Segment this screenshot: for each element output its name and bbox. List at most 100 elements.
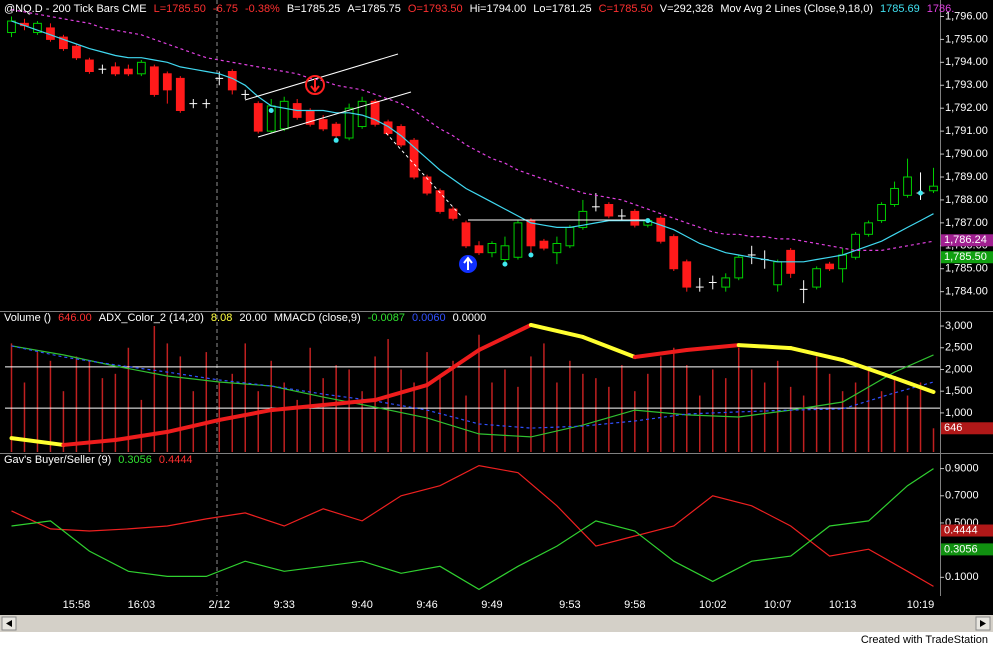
trend-line — [385, 132, 463, 218]
candle-body — [877, 204, 886, 222]
y-tick-label: 1,785.00 — [945, 263, 988, 275]
indicator-line — [11, 345, 934, 429]
candle-body — [929, 185, 938, 192]
x-tick-label: 2/12 — [209, 599, 230, 611]
y-tick-label: 3,000 — [945, 320, 973, 332]
y-tick-label: 1,500 — [945, 385, 973, 397]
footer: Created with TradeStation — [861, 634, 988, 646]
x-tick-label: 9:40 — [351, 599, 372, 611]
indicator-segment — [736, 343, 793, 351]
candle-body — [383, 121, 393, 134]
indicator-segment — [840, 358, 897, 381]
legend-text: 8.08 — [211, 312, 232, 324]
candle-body — [110, 66, 120, 75]
signal-dot — [528, 252, 534, 258]
legend-text: -0.0087 — [368, 312, 405, 324]
last-value-box — [941, 422, 993, 435]
legend-text: O=1793.50 — [408, 3, 463, 15]
sell-signal — [305, 75, 325, 95]
y-tick-label: 1,000 — [945, 407, 973, 419]
candle-body — [59, 36, 68, 50]
candle-body — [812, 268, 822, 288]
candle-body — [682, 261, 692, 288]
candle-body — [565, 226, 575, 247]
candle-body — [669, 236, 679, 270]
x-tick-label: 16:03 — [128, 599, 156, 611]
y-tick-label: 0.7000 — [945, 490, 979, 502]
drawing-tools — [244, 53, 650, 273]
candle-body — [513, 222, 523, 258]
legend-text: Gav's Buyer/Seller (9) — [4, 454, 111, 466]
legend-text: Mov Avg 2 Lines (Close,9,18,0) — [720, 3, 873, 15]
last-value-box — [941, 524, 993, 537]
candle-body — [409, 139, 419, 178]
candle-body — [734, 256, 744, 279]
indicator-line — [11, 464, 934, 587]
indicator-segment — [217, 408, 274, 422]
last-value-label: 1,786.24 — [944, 234, 987, 246]
y-tick-label: 0.9000 — [945, 462, 979, 474]
indicator-segment — [321, 398, 378, 407]
y-tick-label: 1,789.00 — [945, 171, 988, 183]
x-tick-label: 15:58 — [63, 599, 91, 611]
candle-body — [33, 22, 42, 34]
indicator-segment — [165, 417, 222, 434]
x-tick-label: 9:33 — [273, 599, 294, 611]
legend-text: -6.75 — [213, 3, 238, 15]
candle-body — [630, 210, 640, 226]
x-tick-label: 10:19 — [907, 599, 935, 611]
candle-body — [85, 59, 94, 73]
legend-text: 1786. — [927, 3, 955, 15]
legend-text: 0.0060 — [412, 312, 446, 324]
candle-body — [526, 220, 536, 247]
last-value-box — [941, 234, 993, 247]
candle-body — [864, 222, 873, 235]
last-value-label: 0.3056 — [944, 543, 978, 555]
candle-body — [500, 245, 510, 261]
indicator-segment — [788, 346, 845, 363]
y-tick-label: 1,792.00 — [945, 102, 988, 114]
indicator-segment — [269, 402, 326, 413]
indicator-segment — [476, 322, 533, 352]
candle-body — [72, 45, 81, 59]
candle-body — [604, 204, 614, 217]
legend-text: 1785.69 — [880, 3, 920, 15]
legend-text: L=1785.50 — [154, 3, 206, 15]
indicator-segment — [684, 343, 741, 352]
x-tick-label: 9:58 — [624, 599, 645, 611]
x-tick-label: 10:07 — [764, 599, 792, 611]
last-value-label: 1,785.50 — [944, 251, 987, 263]
candle-body — [539, 240, 549, 249]
legend-text: 0.4444 — [159, 454, 193, 466]
legend-text: 20.00 — [239, 312, 267, 324]
scrollbar[interactable] — [0, 615, 993, 632]
indicator-line — [11, 20, 934, 263]
candle-body — [370, 100, 380, 125]
last-value-label: 0.4444 — [944, 524, 978, 536]
indicator-segment — [580, 334, 637, 360]
legend-text: -0.38% — [245, 3, 280, 15]
legend-text: 0.3056 — [118, 454, 152, 466]
candle-body — [552, 242, 562, 254]
y-tick-label: 1,784.00 — [945, 286, 988, 298]
y-tick-label: 2,000 — [945, 363, 973, 375]
candle-body — [422, 176, 432, 194]
candle-body — [227, 71, 237, 91]
buy-arrow — [463, 256, 473, 270]
candle-body — [851, 233, 860, 258]
legend-text: 646.00 — [58, 312, 92, 324]
indicator-segment — [528, 322, 585, 339]
legend-text: C=1785.50 — [599, 3, 653, 15]
x-tick-label: 9:46 — [416, 599, 437, 611]
y-tick-label: 1,791.00 — [945, 125, 988, 137]
candle-body — [175, 77, 185, 111]
indicator-segment — [9, 436, 66, 447]
candle-body — [435, 190, 445, 212]
y-tick-label: 1,787.00 — [945, 217, 988, 229]
candle-body — [136, 61, 146, 75]
signal-dot — [645, 218, 651, 224]
indicator-line — [11, 9, 934, 251]
legend-text: MMACD (close,9) — [274, 312, 361, 324]
legend-text: V=292,328 — [660, 3, 714, 15]
